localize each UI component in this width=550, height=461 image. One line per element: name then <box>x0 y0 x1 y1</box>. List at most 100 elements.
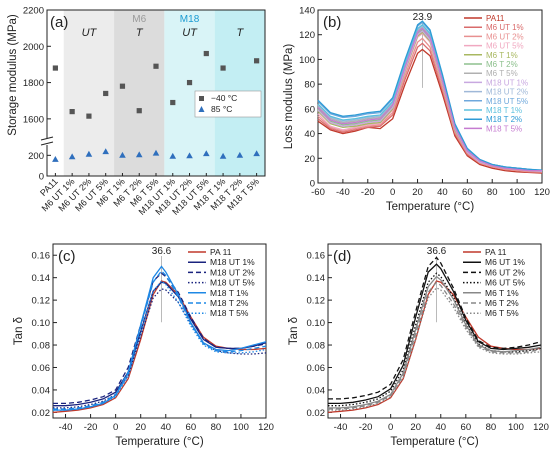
legend-entry: M6 T 1% <box>486 51 518 60</box>
legend-entry: 85 °C <box>211 104 232 114</box>
x-tick-label: 80 <box>486 422 497 433</box>
y-tick-label: 0.08 <box>32 341 51 352</box>
series-line <box>328 263 542 405</box>
x-tick-label: -20 <box>84 422 98 433</box>
group-label: M18 <box>180 14 200 25</box>
data-point-square <box>69 109 75 115</box>
legend-entry: PA 11 <box>210 247 232 257</box>
x-axis-label: Temperature (°C) <box>115 436 203 448</box>
y-tick-label: 0.14 <box>307 273 326 284</box>
data-point-square <box>136 108 142 114</box>
y-tick-label: 0.02 <box>32 408 51 419</box>
series-line <box>53 272 267 405</box>
legend-entry: M18 UT 1% <box>210 257 255 267</box>
legend-entry: M18 T 2% <box>486 115 522 124</box>
y-tick-label: 120 <box>299 30 315 41</box>
y-axis-label: Tan δ <box>13 317 25 345</box>
panel-label: (b) <box>323 14 341 31</box>
x-tick-label: 20 <box>135 422 146 433</box>
data-point-triangle <box>85 150 93 157</box>
y-tick-label: 0.10 <box>307 318 326 329</box>
x-tick-label: 60 <box>186 422 197 433</box>
x-tick-label: -40 <box>59 422 73 433</box>
x-tick-label: 60 <box>462 187 473 198</box>
y-tick-label: 1800 <box>23 78 44 89</box>
data-point-triangle <box>253 150 260 157</box>
x-tick-label: 40 <box>435 422 446 433</box>
y-axis-label: Tan δ <box>288 317 300 345</box>
y-tick-label: 2000 <box>23 42 44 53</box>
group-label: UT <box>182 27 198 39</box>
panel-3: -40 -20 0 20 40 60 80 100 120 0.02 0.04 0.06 0.08 0.1… <box>288 243 549 448</box>
data-point-triangle <box>219 152 227 159</box>
group-label: T <box>236 27 244 39</box>
group-label: M6 <box>132 14 146 25</box>
y-tick-label: 200 <box>28 151 44 162</box>
data-point-square <box>186 79 193 86</box>
legend-entry: M18 UT 2% <box>210 267 255 277</box>
legend-entry: M18 T 5% <box>486 124 522 133</box>
y-tick-label: 20 <box>304 154 315 165</box>
y-tick-label: 80 <box>304 80 315 91</box>
panel-a: 0 200 1600 1800 2000 2200 Storage modulus (MPa… <box>7 6 266 217</box>
y-tick-label: 40 <box>304 129 315 140</box>
series-line <box>317 37 542 173</box>
data-point-square <box>220 65 226 71</box>
x-tick-label: 20 <box>412 187 423 198</box>
data-point-triangle <box>152 149 160 156</box>
legend-entry: PA 11 <box>485 247 507 257</box>
data-point-square <box>119 83 126 89</box>
legend-entry: M18 UT 5% <box>486 97 528 106</box>
series-line <box>328 256 542 400</box>
legend-entry: M6 T 1% <box>485 288 519 298</box>
series-line <box>317 20 543 171</box>
data-point-square <box>103 90 109 97</box>
y-tick-label: 0.10 <box>32 318 51 329</box>
data-point-triangle <box>236 151 244 158</box>
legend-entry: M18 T 2% <box>210 298 249 308</box>
legend-entry: M6 UT 5% <box>486 42 524 51</box>
series-line <box>53 280 267 411</box>
legend-entry: M18 T 1% <box>210 288 249 298</box>
axis-break-mark <box>40 141 54 146</box>
legend-swatch <box>199 96 204 101</box>
y-tick-label: 100 <box>299 55 315 66</box>
x-tick-label: 80 <box>487 187 498 198</box>
data-point-square <box>86 113 92 119</box>
panel-2: -40 -20 0 20 40 60 80 100 120 0.02 0.04 0.06 0.08 0.1… <box>13 243 274 448</box>
series-line <box>53 265 267 411</box>
y-tick-label: 0.02 <box>307 408 326 419</box>
panel-label: (d) <box>333 248 351 265</box>
x-tick-label: -40 <box>336 187 350 198</box>
x-tick-label: -60 <box>311 187 325 198</box>
legend-entry: M18 UT 2% <box>486 88 528 97</box>
data-point-square <box>254 58 260 64</box>
x-tick-label: 0 <box>113 422 118 433</box>
legend-entry: M6 UT 5% <box>485 278 525 288</box>
data-point-triangle <box>135 151 143 158</box>
series-line <box>328 275 542 409</box>
x-tick-label: -20 <box>359 422 373 433</box>
series-line <box>328 286 542 411</box>
data-point-triangle <box>119 151 126 158</box>
legend-entry: M18 T 5% <box>210 308 249 318</box>
y-tick-label: 140 <box>299 6 315 17</box>
y-tick-label: 0.12 <box>307 296 326 307</box>
legend-entry: M6 UT 2% <box>485 267 525 277</box>
x-tick-label: 100 <box>233 422 249 433</box>
y-tick-label: 1600 <box>23 114 44 125</box>
data-point-triangle <box>186 152 193 159</box>
peak-annotation: 36.6 <box>427 246 447 257</box>
legend-entry: M18 T 1% <box>486 106 522 115</box>
y-axis-label: Storage modulus (MPa) <box>7 14 19 136</box>
legend-entry: M6 UT 1% <box>486 23 524 32</box>
y-tick-label: 0 <box>310 179 315 190</box>
x-tick-label: 20 <box>410 422 421 433</box>
y-tick-label: 0.04 <box>307 385 326 396</box>
group-band <box>114 10 165 176</box>
data-point-triangle <box>169 152 177 159</box>
x-tick-label: 120 <box>258 422 274 433</box>
series-line <box>317 27 542 172</box>
series-line <box>317 48 543 174</box>
